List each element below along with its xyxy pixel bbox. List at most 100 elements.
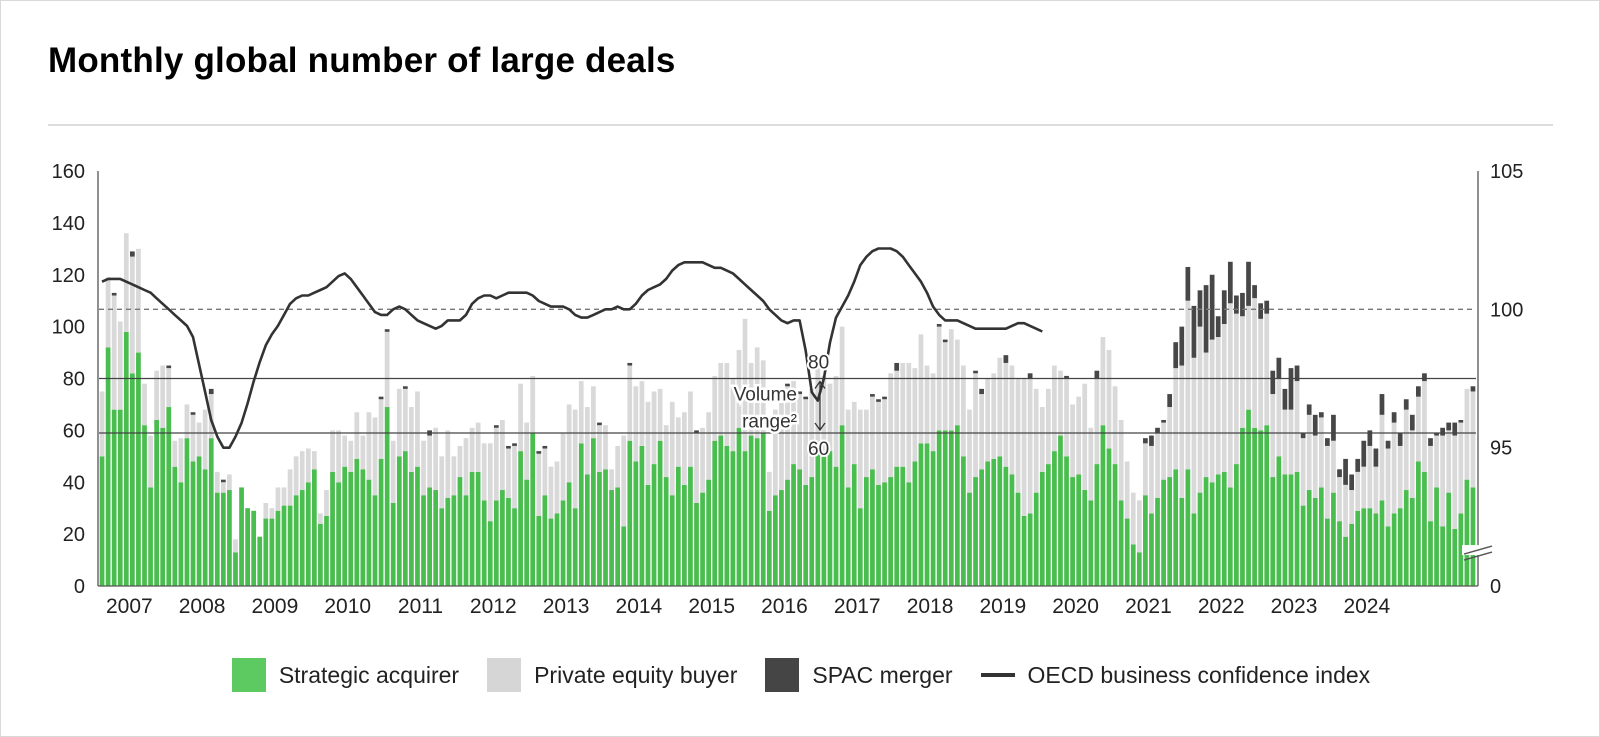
bar-strategic <box>136 352 141 586</box>
bar-strategic <box>1434 487 1439 586</box>
bar-private-equity <box>1300 438 1306 506</box>
bar-strategic <box>269 518 275 586</box>
bar-strategic <box>184 438 190 586</box>
bar-strategic <box>1416 461 1421 586</box>
legend-item-oecd: OECD business confidence index <box>980 662 1370 689</box>
bar-private-equity <box>797 394 802 470</box>
bar-spac <box>1203 285 1209 353</box>
bar-strategic <box>281 505 287 586</box>
legend-label-spac: SPAC merger <box>812 661 953 688</box>
x-tick-label: 2012 <box>470 595 517 618</box>
bar-private-equity <box>427 435 432 488</box>
bar-strategic <box>336 482 341 586</box>
bar-private-equity <box>1325 445 1330 519</box>
x-tick-label: 2021 <box>1125 595 1172 618</box>
bar-spac <box>1027 373 1033 379</box>
bar-spac <box>1325 438 1330 446</box>
title-divider <box>48 124 1553 126</box>
bar-strategic <box>111 409 117 587</box>
x-tick-label: 2007 <box>106 595 153 618</box>
bar-private-equity <box>821 375 827 454</box>
bar-strategic <box>1009 474 1015 586</box>
bar-private-equity <box>706 412 712 480</box>
bar-strategic <box>1282 474 1288 586</box>
bar-spac <box>1361 440 1367 467</box>
bar-private-equity <box>827 383 833 452</box>
bar-private-equity <box>1252 298 1257 428</box>
bar-private-equity <box>930 373 936 452</box>
bar-strategic <box>712 440 718 586</box>
bar-strategic <box>554 513 560 587</box>
bar-strategic <box>1106 448 1112 586</box>
bar-strategic <box>500 490 505 586</box>
bar-private-equity <box>263 503 269 519</box>
bar-private-equity <box>736 349 742 428</box>
bar-strategic <box>1458 513 1464 587</box>
bar-private-equity <box>1385 448 1391 527</box>
bar-private-equity <box>1106 349 1112 449</box>
legend-item-pe: Private equity buyer <box>487 658 737 692</box>
bar-private-equity <box>287 469 293 506</box>
bar-private-equity <box>451 456 457 496</box>
bar-private-equity <box>894 370 900 467</box>
bar-private-equity <box>99 391 105 457</box>
bar-strategic <box>1385 526 1391 586</box>
bar-private-equity <box>1021 378 1027 516</box>
bar-private-equity <box>1215 337 1221 475</box>
bar-private-equity <box>682 412 687 485</box>
bar-private-equity <box>463 438 469 496</box>
bar-strategic <box>724 445 730 586</box>
bar-strategic <box>900 466 906 586</box>
bar-private-equity <box>372 417 378 496</box>
bar-private-equity <box>621 435 627 527</box>
volume-range-arrowhead-down <box>814 422 826 432</box>
bar-private-equity <box>166 368 172 408</box>
bar-strategic <box>1118 500 1124 586</box>
bar-spac <box>694 430 699 433</box>
bar-private-equity <box>1161 422 1166 480</box>
bar-strategic <box>1161 479 1166 586</box>
bar-private-equity <box>760 360 766 433</box>
bar-strategic <box>1300 505 1306 586</box>
bar-strategic <box>415 466 420 586</box>
y-right-tick-label: 105 <box>1490 161 1523 183</box>
bar-private-equity <box>506 448 511 498</box>
y-left-tick-label: 140 <box>52 213 85 235</box>
bar-strategic <box>245 508 250 586</box>
bar-private-equity <box>281 487 287 506</box>
bar-private-equity <box>360 435 366 470</box>
bar-strategic <box>1179 497 1185 586</box>
bar-private-equity <box>202 409 208 470</box>
bar-strategic <box>785 479 790 586</box>
bar-spac <box>1367 430 1373 446</box>
bar-private-equity <box>1027 378 1033 514</box>
bar-private-equity <box>1094 378 1100 465</box>
bar-spac <box>208 388 214 395</box>
bar-spac <box>627 362 633 366</box>
bar-strategic <box>833 466 839 586</box>
bar-spac <box>378 396 384 400</box>
bar-private-equity <box>1294 381 1300 472</box>
bar-private-equity <box>384 331 390 408</box>
bar-strategic <box>1143 495 1148 586</box>
bar-private-equity <box>445 430 451 498</box>
bar-strategic <box>1403 490 1409 586</box>
bar-strategic <box>318 523 323 586</box>
bar-strategic <box>1185 469 1191 586</box>
bar-private-equity <box>1428 445 1433 522</box>
bar-private-equity <box>1458 422 1464 514</box>
bar-strategic <box>512 508 517 586</box>
bar-private-equity <box>518 383 523 452</box>
bar-private-equity <box>421 440 426 496</box>
bar-strategic <box>1306 490 1312 586</box>
bar-private-equity <box>330 430 335 472</box>
bar-private-equity <box>1282 409 1288 475</box>
bar-strategic <box>560 500 566 586</box>
bar-strategic <box>979 469 984 586</box>
bar-strategic <box>663 477 669 586</box>
bar-strategic <box>694 503 699 586</box>
bar-strategic <box>518 451 523 587</box>
bar-strategic <box>1070 477 1075 586</box>
bar-private-equity <box>1203 352 1209 478</box>
bar-private-equity <box>1397 445 1403 509</box>
